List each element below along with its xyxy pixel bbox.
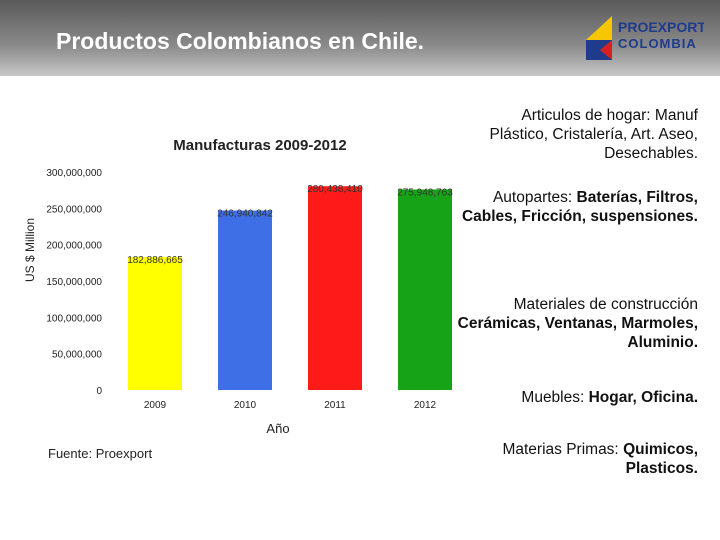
x-tick-label: 2009: [144, 400, 167, 411]
logo-shape: [586, 16, 612, 40]
note-detail: Manuf Plástico, Cristalería, Art. Aseo, …: [489, 107, 698, 162]
value-label: 280,438,410: [307, 184, 363, 195]
note-lead: Materias Primas:: [502, 441, 624, 458]
y-tick-label: 250,000,000: [46, 204, 102, 215]
y-tick-label: 300,000,000: [46, 168, 102, 179]
chart-title: Manufacturas 2009-2012: [173, 137, 346, 154]
note-detail: Baterías, Filtros, Cables, Fricción, sus…: [461, 189, 698, 225]
note-detail: Hogar, Oficina.: [588, 389, 698, 406]
logo-shape: [586, 40, 612, 60]
note: Muebles: Hogar, Oficina.: [448, 388, 698, 407]
y-tick-label: 50,000,000: [52, 350, 102, 361]
note-detail: Cerámicas, Ventanas, Marmoles, Aluminio.: [457, 315, 698, 351]
value-label: 275,948,763: [397, 187, 453, 198]
y-axis-label: US $ Million: [23, 218, 37, 282]
logo-text: COLOMBIA: [618, 36, 697, 51]
bar: [128, 257, 182, 390]
logo: PROEXPORT COLOMBIA: [586, 16, 704, 60]
x-tick-label: 2010: [234, 400, 257, 411]
logo-shape: [600, 40, 612, 60]
value-label: 246,940,842: [217, 209, 273, 220]
note: Autopartes: Baterías, Filtros, Cables, F…: [448, 188, 698, 226]
note: Materiales de construcción Cerámicas, Ve…: [448, 295, 698, 352]
x-tick-label: 2011: [324, 400, 346, 411]
x-axis-label: Año: [266, 421, 289, 436]
y-tick-label: 200,000,000: [46, 241, 102, 252]
note-lead: Muebles:: [521, 389, 589, 406]
chart: Manufacturas 2009-2012 US $ Million Año …: [23, 137, 453, 436]
note: Articulos de hogar: Manuf Plástico, Cris…: [478, 106, 698, 163]
note-lead: Articulos de hogar:: [521, 107, 655, 124]
bar: [308, 186, 362, 390]
y-tick-label: 0: [96, 386, 102, 397]
note-lead: Autopartes:: [492, 189, 577, 206]
bar: [218, 210, 272, 390]
slide-title: Productos Colombianos en Chile.: [56, 28, 425, 54]
source: Fuente: Proexport: [48, 446, 153, 461]
note-lead: Materiales de construcción: [513, 296, 698, 313]
note-detail: Quimicos, Plasticos.: [623, 441, 698, 477]
bar: [398, 189, 452, 390]
y-tick-label: 150,000,000: [46, 277, 102, 288]
logo-text: PROEXPORT: [618, 19, 704, 35]
y-tick-label: 100,000,000: [46, 313, 102, 324]
x-tick-label: 2012: [414, 400, 437, 411]
note: Materias Primas: Quimicos, Plasticos.: [448, 440, 698, 478]
value-label: 182,886,665: [127, 255, 183, 266]
